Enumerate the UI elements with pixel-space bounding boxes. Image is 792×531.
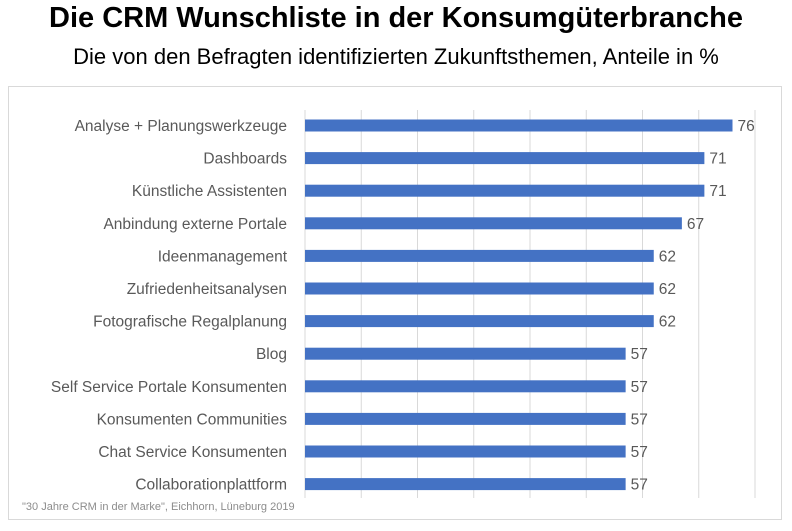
source-note: "30 Jahre CRM in der Marke", Eichhorn, L… bbox=[22, 501, 295, 513]
bar bbox=[305, 478, 626, 491]
chart-subtitle: Die von den Befragten identifizierten Zu… bbox=[73, 44, 719, 69]
category-label: Blog bbox=[256, 346, 287, 363]
chart-frame bbox=[8, 86, 782, 520]
bar bbox=[305, 217, 682, 230]
data-label: 62 bbox=[659, 314, 676, 331]
data-label: 76 bbox=[738, 118, 755, 135]
category-label: Künstliche Assistenten bbox=[132, 183, 287, 200]
data-label: 57 bbox=[631, 411, 648, 428]
data-label: 57 bbox=[631, 346, 648, 363]
data-label: 62 bbox=[659, 281, 676, 298]
category-label: Collaborationplattform bbox=[135, 477, 287, 494]
category-label: Self Service Portale Konsumenten bbox=[51, 379, 287, 396]
data-label: 67 bbox=[687, 216, 704, 233]
data-label: 71 bbox=[709, 183, 726, 200]
category-label: Konsumenten Communities bbox=[97, 411, 288, 428]
bar bbox=[305, 445, 626, 458]
bar bbox=[305, 184, 705, 197]
category-label: Analyse + Planungswerkzeuge bbox=[75, 118, 287, 135]
bar bbox=[305, 282, 654, 295]
category-label: Chat Service Konsumenten bbox=[98, 444, 287, 461]
data-label: 57 bbox=[631, 379, 648, 396]
category-label: Dashboards bbox=[203, 151, 287, 168]
chart-title: Die CRM Wunschliste in der Konsumgüterbr… bbox=[49, 2, 743, 34]
bar bbox=[305, 119, 733, 132]
bar bbox=[305, 347, 626, 360]
data-label: 62 bbox=[659, 248, 676, 265]
category-label: Fotografische Regalplanung bbox=[93, 314, 287, 331]
bar bbox=[305, 380, 626, 393]
bar bbox=[305, 412, 626, 425]
category-label: Zufriedenheitsanalysen bbox=[127, 281, 287, 298]
bar bbox=[305, 249, 654, 262]
data-label: 57 bbox=[631, 477, 648, 494]
bar bbox=[305, 152, 705, 165]
data-label: 71 bbox=[709, 151, 726, 168]
category-label: Anbindung externe Portale bbox=[103, 216, 287, 233]
data-label: 57 bbox=[631, 444, 648, 461]
bar bbox=[305, 315, 654, 328]
category-label: Ideenmanagement bbox=[158, 248, 288, 265]
